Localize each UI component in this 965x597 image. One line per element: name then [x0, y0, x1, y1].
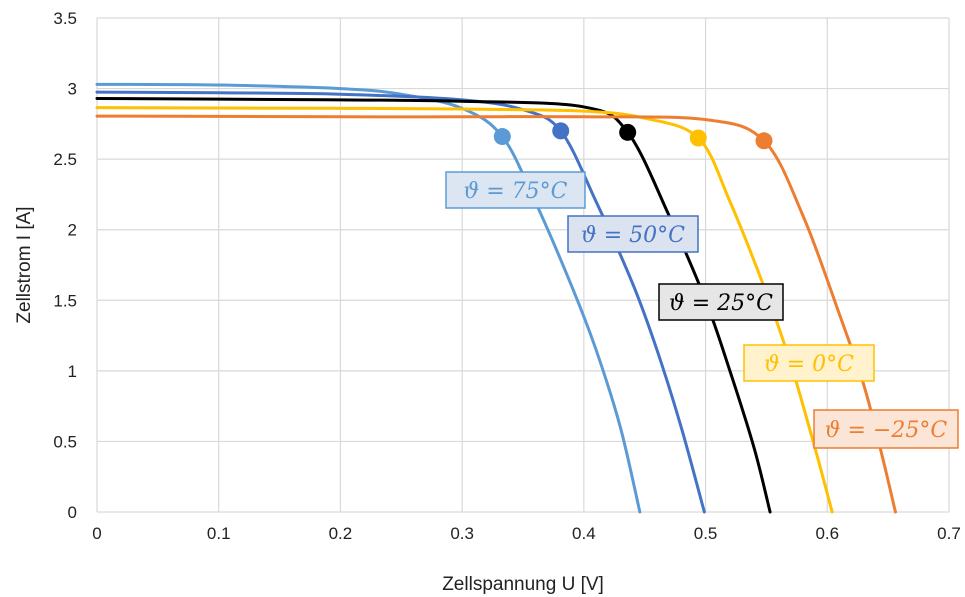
x-axis-title: Zellspannung U [V] — [442, 574, 604, 595]
series-line — [95, 82, 642, 514]
series-line — [95, 90, 706, 514]
curve-label-text: ϑ = −25°C — [825, 418, 948, 443]
x-tick-label: 0.7 — [937, 524, 961, 543]
y-axis-title: Zellstrom I [A] — [14, 206, 35, 323]
y-tick-label: 0.5 — [53, 432, 77, 451]
y-tick-label: 0 — [68, 503, 77, 522]
curve-label-text: ϑ = 25°C — [669, 291, 773, 316]
tick-labels: 0 0.1 0.2 0.3 0.4 0.5 0.6 0.7 0 0.5 1 1.5 2 2.5 3 3.5 — [53, 9, 960, 543]
curve-label-text: ϑ = 0°C — [764, 352, 854, 377]
mpp-point — [552, 122, 570, 140]
mpp-markers — [493, 122, 773, 150]
y-tick-label: 1.5 — [53, 291, 77, 310]
x-tick-label: 0.2 — [329, 524, 353, 543]
curve-label-text: ϑ = 50°C — [581, 223, 685, 248]
mpp-point — [493, 128, 511, 146]
curve-label-box — [658, 283, 784, 321]
y-tick-label: 3.5 — [53, 9, 77, 28]
curve-label: ϑ = −25°C — [813, 409, 959, 449]
curve-label-box — [743, 344, 875, 382]
y-tick-label: 1 — [68, 362, 77, 381]
mpp-point — [755, 132, 773, 150]
x-tick-label: 0.4 — [572, 524, 596, 543]
mpp-point — [689, 129, 707, 147]
mpp-point — [619, 123, 637, 141]
grid-lines — [96, 17, 950, 513]
y-tick-label: 3 — [68, 80, 77, 99]
x-tick-label: 0.5 — [694, 524, 718, 543]
curve-label-box — [813, 409, 959, 449]
curve-label: ϑ = 0°C — [743, 344, 875, 382]
curve-label: ϑ = 50°C — [567, 215, 699, 253]
curve-label: ϑ = 75°C — [445, 171, 586, 209]
y-tick-label: 2.5 — [53, 150, 77, 169]
curve-label-text: ϑ = 75°C — [464, 179, 568, 204]
x-tick-label: 0 — [92, 524, 101, 543]
curve-label: ϑ = 25°C — [658, 283, 784, 321]
y-tick-label: 2 — [68, 221, 77, 240]
x-tick-label: 0.1 — [207, 524, 231, 543]
curve-label-box — [567, 215, 699, 253]
x-tick-label: 0.6 — [815, 524, 839, 543]
x-tick-label: 0.3 — [450, 524, 474, 543]
curve-labels: ϑ = 75°C ϑ = 50°C ϑ = 25°C ϑ = 0°C ϑ = −25°C — [445, 171, 959, 449]
curve-label-box — [445, 171, 586, 209]
